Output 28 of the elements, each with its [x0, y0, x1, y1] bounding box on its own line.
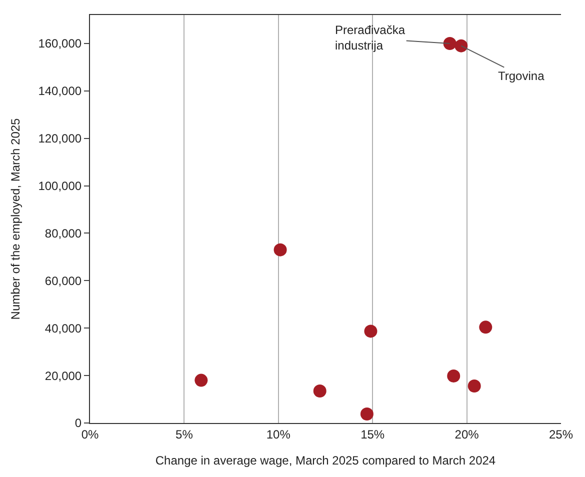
point — [479, 320, 492, 334]
x-tick-label: 20% — [454, 427, 480, 442]
y-tick-label: 40,000 — [44, 321, 82, 336]
annotation: Trgovina — [498, 69, 545, 83]
x-tick-label: 15% — [360, 427, 385, 442]
y-tick-label: 20,000 — [44, 368, 82, 383]
point — [360, 407, 374, 420]
y-tick-label: 160,000 — [38, 36, 82, 51]
x-axis-title: Change in average wage, March 2025 compared to March 2024 — [155, 453, 496, 468]
y-tick-label: 140,000 — [38, 84, 82, 98]
point — [447, 370, 460, 383]
x-tick-label: 10% — [266, 427, 291, 442]
point — [468, 380, 481, 392]
point — [194, 374, 208, 387]
point — [313, 384, 326, 398]
point — [364, 324, 378, 338]
point — [454, 39, 468, 52]
x-tick-label: 25% — [548, 427, 574, 442]
annotation: Prerađivačka industrija — [335, 23, 406, 53]
x-tick-label: 5% — [176, 427, 194, 442]
point — [274, 243, 287, 256]
y-tick-label: 100,000 — [38, 178, 82, 193]
y-axis-title: Number of the employed, March 2025 — [8, 118, 23, 320]
y-tick-label: 60,000 — [44, 274, 82, 288]
y-tick-label: 120,000 — [38, 132, 82, 146]
y-tick-label: 80,000 — [44, 226, 82, 240]
x-tick-label: 0% — [81, 427, 99, 442]
y-tick-label: 0 — [74, 416, 82, 430]
